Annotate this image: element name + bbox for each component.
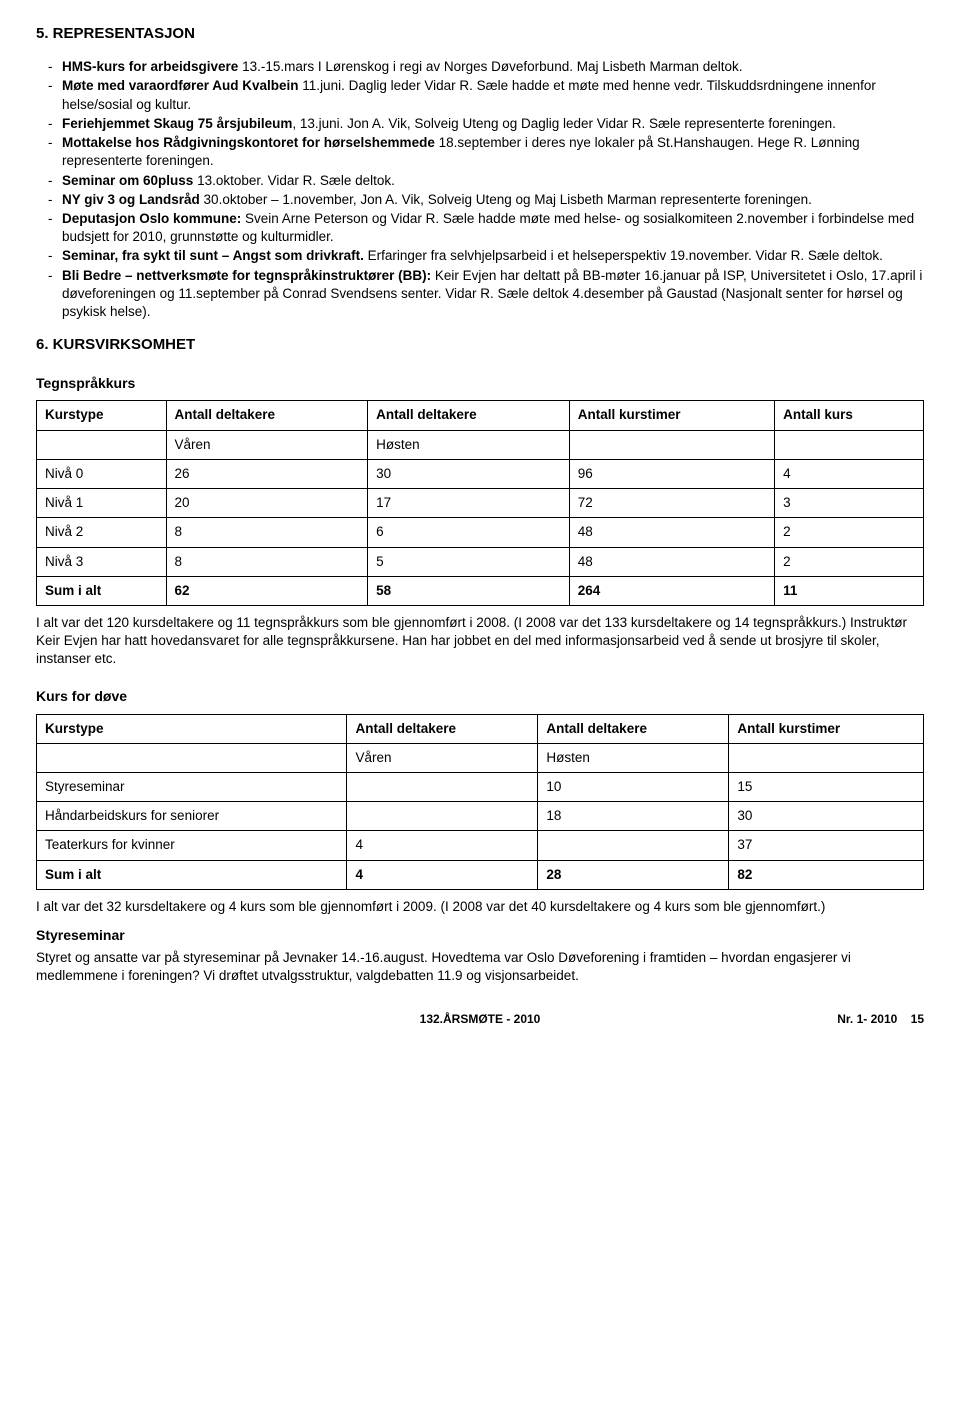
list-item: HMS-kurs for arbeidsgivere 13.-15.mars I…: [48, 58, 924, 76]
table-cell: 37: [729, 831, 924, 860]
table-cell: 8: [166, 547, 368, 576]
representation-list: HMS-kurs for arbeidsgivere 13.-15.mars I…: [36, 58, 924, 321]
table-subheader: Våren: [347, 743, 538, 772]
table-header: Antall kurstimer: [569, 401, 774, 430]
table-cell: 26: [166, 459, 368, 488]
table-cell: 3: [775, 489, 924, 518]
table-cell: Nivå 2: [37, 518, 167, 547]
table-header: Antall kurstimer: [729, 714, 924, 743]
table-cell: Nivå 0: [37, 459, 167, 488]
table-header: Antall kurs: [775, 401, 924, 430]
list-item: Mottakelse hos Rådgivningskontoret for h…: [48, 134, 924, 170]
list-item: Møte med varaordfører Aud Kvalbein 11.ju…: [48, 77, 924, 113]
table-subheader: [37, 430, 167, 459]
table-cell: 4: [347, 860, 538, 889]
table-cell: 4: [775, 459, 924, 488]
page-footer: 132.ÅRSMØTE - 2010 Nr. 1- 2010 15: [36, 1011, 924, 1027]
table-cell: Nivå 1: [37, 489, 167, 518]
table-subheader: [37, 743, 347, 772]
table-subheader: [775, 430, 924, 459]
dove-after-text: I alt var det 32 kursdeltakere og 4 kurs…: [36, 898, 924, 916]
footer-right: Nr. 1- 2010 15: [784, 1011, 924, 1027]
table-cell: 264: [569, 576, 774, 605]
table-header: Antall deltakere: [538, 714, 729, 743]
table-header: Antall deltakere: [166, 401, 368, 430]
table-header: Antall deltakere: [347, 714, 538, 743]
styreseminar-title: Styreseminar: [36, 926, 924, 945]
table-subheader: Høsten: [538, 743, 729, 772]
list-item: Feriehjemmet Skaug 75 årsjubileum, 13.ju…: [48, 115, 924, 133]
table-cell: 30: [729, 802, 924, 831]
table-cell: Nivå 3: [37, 547, 167, 576]
tegn-table: KurstypeAntall deltakereAntall deltakere…: [36, 400, 924, 606]
list-item: Seminar om 60pluss 13.oktober. Vidar R. …: [48, 172, 924, 190]
table-cell: 17: [368, 489, 570, 518]
table-cell: 82: [729, 860, 924, 889]
section-5-heading: 5. REPRESENTASJON: [36, 24, 924, 44]
table-cell: 15: [729, 772, 924, 801]
dove-title: Kurs for døve: [36, 687, 924, 706]
table-cell: 2: [775, 518, 924, 547]
section-6-heading: 6. KURSVIRKSOMHET: [36, 335, 924, 355]
table-subheader: Våren: [166, 430, 368, 459]
table-cell: Sum i alt: [37, 576, 167, 605]
table-cell: Sum i alt: [37, 860, 347, 889]
footer-left: [36, 1011, 176, 1027]
table-cell: 30: [368, 459, 570, 488]
styreseminar-body: Styret og ansatte var på styreseminar på…: [36, 949, 924, 985]
table-cell: 11: [775, 576, 924, 605]
footer-issue: Nr. 1- 2010: [837, 1012, 897, 1026]
table-subheader: [569, 430, 774, 459]
table-cell: 8: [166, 518, 368, 547]
tegn-after-text: I alt var det 120 kursdeltakere og 11 te…: [36, 614, 924, 669]
table-header: Kurstype: [37, 401, 167, 430]
table-cell: 20: [166, 489, 368, 518]
list-item: Seminar, fra sykt til sunt – Angst som d…: [48, 247, 924, 265]
table-cell: 48: [569, 547, 774, 576]
footer-center: 132.ÅRSMØTE - 2010: [176, 1011, 784, 1027]
table-cell: Teaterkurs for kvinner: [37, 831, 347, 860]
list-item: Bli Bedre – nettverksmøte for tegnspråki…: [48, 267, 924, 322]
table-cell: 6: [368, 518, 570, 547]
table-cell: Håndarbeidskurs for seniorer: [37, 802, 347, 831]
table-cell: 4: [347, 831, 538, 860]
table-cell: 72: [569, 489, 774, 518]
table-subheader: [729, 743, 924, 772]
table-cell: 10: [538, 772, 729, 801]
table-cell: [538, 831, 729, 860]
footer-page-number: 15: [911, 1012, 924, 1026]
tegn-title: Tegnspråkkurs: [36, 374, 924, 393]
table-cell: 18: [538, 802, 729, 831]
list-item: NY giv 3 og Landsråd 30.oktober – 1.nove…: [48, 191, 924, 209]
table-cell: 62: [166, 576, 368, 605]
table-cell: 5: [368, 547, 570, 576]
table-cell: Styreseminar: [37, 772, 347, 801]
table-cell: 58: [368, 576, 570, 605]
dove-table: KurstypeAntall deltakereAntall deltakere…: [36, 714, 924, 890]
table-cell: [347, 772, 538, 801]
table-cell: 48: [569, 518, 774, 547]
table-cell: 2: [775, 547, 924, 576]
table-subheader: Høsten: [368, 430, 570, 459]
table-header: Kurstype: [37, 714, 347, 743]
table-cell: 28: [538, 860, 729, 889]
table-cell: 96: [569, 459, 774, 488]
table-cell: [347, 802, 538, 831]
table-header: Antall deltakere: [368, 401, 570, 430]
list-item: Deputasjon Oslo kommune: Svein Arne Pete…: [48, 210, 924, 246]
